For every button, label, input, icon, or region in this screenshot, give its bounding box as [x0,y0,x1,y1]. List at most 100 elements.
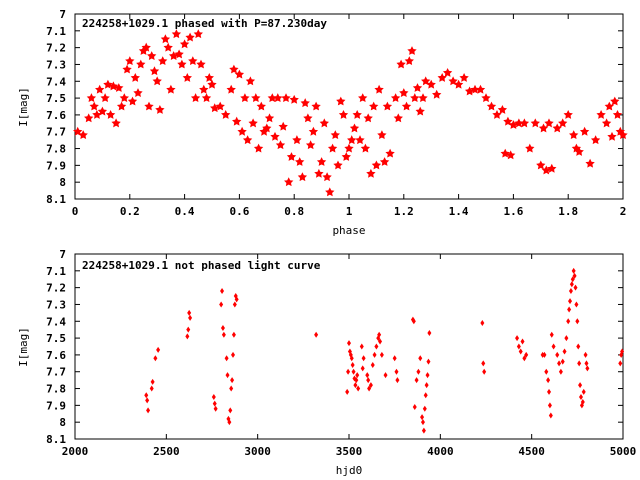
data-point [305,140,316,150]
data-point [549,331,554,338]
data-point [576,343,581,350]
data-point [327,143,338,153]
data-point [423,392,428,399]
data-point [596,110,606,119]
data-point [232,301,237,308]
data-point [248,118,258,128]
data-point [149,66,160,76]
data-point [234,69,245,79]
data-point [481,93,491,103]
data-point [177,59,187,69]
y-tick-label: 7 [59,248,66,261]
data-point [481,360,486,367]
data-point [612,110,623,119]
y-tick-label: 7.4 [46,315,66,328]
data-point [264,113,275,123]
data-point [374,84,384,94]
data-point [231,331,236,338]
data-point [518,348,523,355]
data-point [577,360,582,367]
data-point [141,42,151,52]
data-point [166,84,176,94]
data-point [604,101,614,111]
y-axis-label: I[mag] [17,87,30,127]
data-point [416,368,421,375]
data-point [190,93,201,103]
data-point [212,400,217,407]
data-point [442,68,453,77]
y-tick-label: 7.2 [46,282,66,295]
data-point [482,368,487,375]
data-point [303,113,313,123]
x-tick-label: 2500 [153,445,180,458]
data-point [421,427,426,434]
data-point [448,76,458,86]
data-point [355,135,365,145]
data-point [358,93,368,103]
data-point [359,343,364,350]
y-tick-label: 7 [59,8,66,21]
data-point [73,126,83,136]
data-point [367,385,372,392]
data-point [325,187,335,197]
data-point [356,385,361,392]
data-point [584,360,589,367]
data-point [89,101,99,111]
data-point [237,126,247,136]
data-point [555,351,560,358]
data-point [360,143,371,153]
data-point [156,346,161,353]
data-point [158,56,168,66]
data-point [330,130,340,140]
data-point [361,355,366,362]
data-point [552,123,562,133]
y-tick-label: 7.2 [46,42,66,55]
data-point [420,419,425,426]
data-point [520,338,525,345]
y-tick-label: 7.5 [46,92,66,105]
data-point [347,340,351,347]
y-tick-label: 7.6 [46,349,66,362]
tick-group: 2000 2500 3000 3500 4000 4500 5000 7 7.1 7.2 7.3 7.… [46,248,636,458]
data-point [620,348,625,355]
data-point [353,382,358,389]
data-point [506,150,516,160]
data-point [95,84,105,94]
data-point [371,160,382,170]
data-point [618,130,628,140]
data-point [569,130,579,140]
data-point [426,358,431,365]
x-tick-label: 1.8 [558,205,578,218]
data-point [421,76,431,86]
data-point [119,93,129,103]
data-point [349,123,360,133]
data-point [366,168,376,178]
data-point [163,42,173,52]
data-point [575,318,580,325]
data-point [503,116,513,126]
x-tick-label: 0.8 [284,205,304,218]
data-point [240,93,250,103]
data-point [536,160,546,170]
tick-group: 0 0.2 0.4 0.6 0.8 1 1.2 1.4 1.6 1.8 2 7 7.1 7.2 7.3 7.4… [46,8,626,218]
data-point [542,351,547,358]
data-point [133,88,143,98]
data-point [103,79,113,89]
data-point [377,331,382,338]
data-point [221,331,226,338]
data-point [547,402,552,409]
y-tick-label: 7.3 [46,58,66,71]
data-point [414,377,419,384]
data-point [411,318,416,325]
data-point [225,372,230,379]
data-point [215,101,225,111]
data-point [350,362,355,368]
x-tick-label: 2000 [62,445,89,458]
data-point [544,118,554,128]
data-point [530,118,540,128]
data-point [564,335,569,342]
y-tick-label: 7.3 [46,298,66,311]
data-point [366,377,371,384]
data-point [486,101,497,111]
data-point [300,98,310,108]
